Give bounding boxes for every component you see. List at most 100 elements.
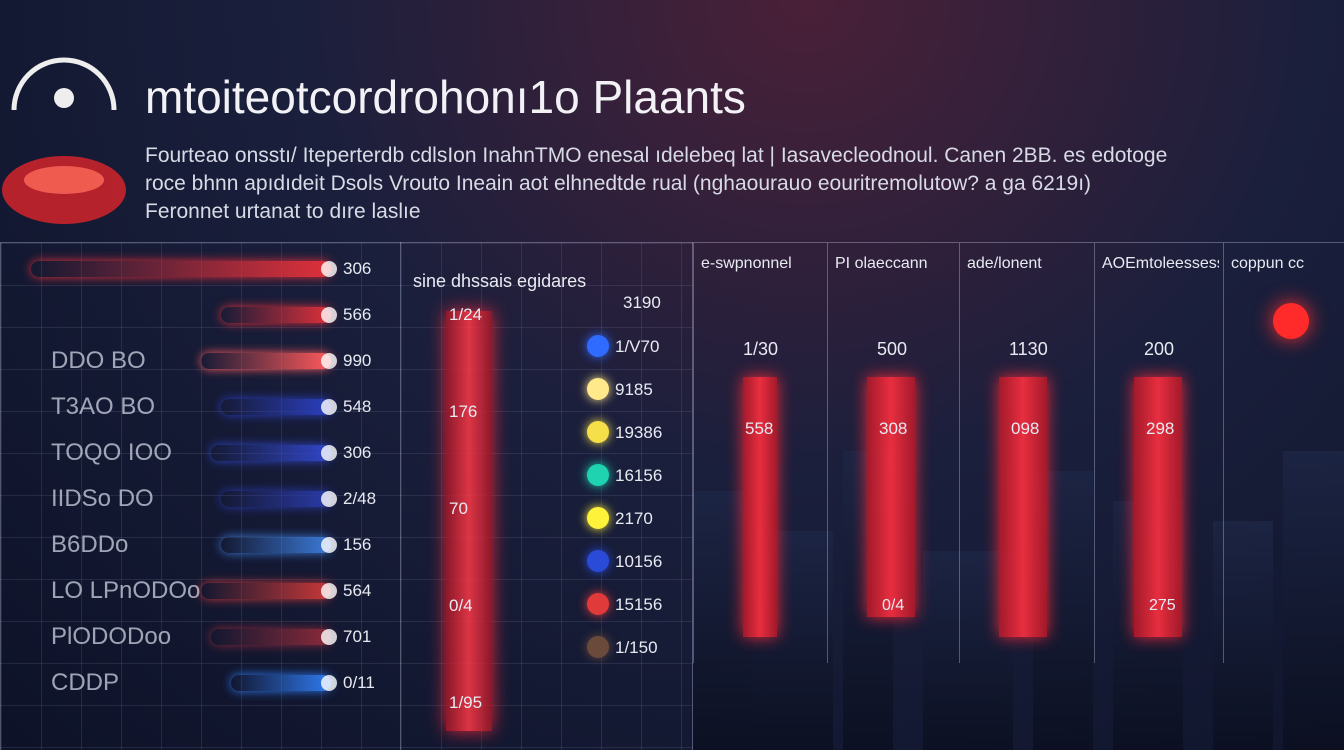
bar-glow: [321, 307, 337, 323]
bar-glow: [321, 629, 337, 645]
column-top: 200: [1144, 339, 1175, 359]
row-label: CDDP: [51, 669, 120, 696]
title: mtoiteotcordrohonı1o Plaants: [145, 71, 746, 123]
dot-label: 15156: [615, 595, 663, 614]
red-bar: [743, 377, 777, 637]
row-value: 564: [343, 581, 372, 600]
left-panel: 306 566 990 DDO BO 548 T3AO BO 306 TOQO IOO 2/48…: [0, 242, 401, 750]
bar-glow: [321, 675, 337, 691]
column-header: PI olaeccann: [835, 255, 928, 272]
row-value: 306: [343, 259, 372, 278]
skyline: [1213, 521, 1273, 750]
dot-label: 19386: [615, 423, 663, 442]
bar-glow: [321, 399, 337, 415]
column-top: 1130: [1009, 339, 1048, 359]
column-mid: 308: [879, 419, 908, 438]
top-value: 3190: [623, 293, 661, 312]
description-line: roce bhnn apıdıdeit Dsols Vrouto Ineain …: [145, 172, 1092, 195]
row-label: IIDSo DO: [51, 485, 154, 512]
middle-panel: sine dhssais egidares 3190 1/24 176 70 0/4 1/9…: [400, 242, 693, 750]
column-mid: 098: [1011, 419, 1040, 438]
dot-label: 10156: [615, 552, 663, 571]
column-label: 0/4: [449, 596, 473, 615]
column-header: e-swpnonnel: [701, 255, 792, 272]
row-label: DDO BO: [51, 347, 146, 374]
red-bar: [1134, 377, 1182, 637]
skyline: [1283, 451, 1344, 750]
dot: [587, 378, 609, 400]
row-label: T3AO BO: [51, 393, 156, 420]
red-bar: [867, 377, 915, 617]
description-line: Fourteao onsstı/ Iteperterdb cdlsIon Ina…: [145, 144, 1168, 167]
bar: [221, 537, 331, 553]
dot: [587, 464, 609, 486]
row-value: 701: [343, 627, 372, 646]
column-label: 176: [449, 402, 478, 421]
panel-title: sine dhssais egidares: [413, 271, 587, 291]
bar: [221, 491, 331, 507]
column-label: 70: [449, 499, 468, 518]
column-bottom: 275: [1149, 597, 1176, 614]
row-label: PlODODoo: [51, 623, 172, 650]
row-value: 990: [343, 351, 372, 370]
column-header: AOEmtoleessess: [1102, 255, 1219, 272]
bar: [221, 307, 331, 323]
bar-glow: [321, 445, 337, 461]
row-value: 548: [343, 397, 372, 416]
column-mid: 558: [745, 419, 774, 438]
right-panel: e-swpnonnel 1/30 558 PI olaeccann 500 308 0/4 a…: [692, 242, 1344, 750]
column-bottom: 0/4: [882, 597, 905, 614]
bar: [211, 445, 331, 461]
row-value: 306: [343, 443, 372, 462]
column-divider: [959, 243, 960, 663]
bar-glow: [321, 537, 337, 553]
row-value: 156: [343, 535, 372, 554]
row-value: 2/48: [343, 489, 377, 508]
dot-label: 9185: [615, 380, 653, 399]
bar: [31, 261, 331, 277]
column-top: 500: [877, 339, 908, 359]
skyline: [923, 551, 1013, 750]
dot-label: 2170: [615, 509, 653, 528]
row-label: B6DDo: [51, 531, 129, 558]
logo: [2, 57, 126, 224]
row-label: LO LPnODOo: [51, 577, 201, 604]
bar-glow: [321, 261, 337, 277]
bar: [201, 583, 331, 599]
column-label: 1/24: [449, 305, 483, 324]
dot: [587, 593, 609, 615]
dot-label: 1/150: [615, 638, 658, 657]
dot: [587, 550, 609, 572]
dot-label: 1/V70: [615, 337, 660, 356]
column-divider: [1094, 243, 1095, 663]
alert-icon: [1273, 303, 1309, 339]
bar: [221, 399, 331, 415]
description: Fourteao onsstı/ Iteperterdb cdlsIon Ina…: [145, 142, 1167, 226]
column-divider: [1223, 243, 1224, 663]
description-line: Feronnet urtanat to dıre laslıe: [145, 200, 421, 223]
bar-glow: [321, 491, 337, 507]
dot: [587, 421, 609, 443]
bar: [231, 675, 331, 691]
row-value: 0/11: [343, 673, 375, 692]
column-header: ade/lonent: [967, 255, 1042, 272]
bar-glow: [321, 353, 337, 369]
bar: [211, 629, 331, 645]
dot: [587, 335, 609, 357]
column-mid: 298: [1146, 419, 1175, 438]
red-bar: [999, 377, 1047, 637]
dot: [587, 507, 609, 529]
row-value: 566: [343, 305, 372, 324]
bar: [201, 353, 331, 369]
column-top: 1/30: [743, 339, 779, 359]
column-header: coppun cc: [1231, 255, 1304, 272]
red-column: [446, 311, 492, 731]
column-divider: [693, 243, 694, 663]
column-label: 1/95: [449, 693, 483, 712]
bar-glow: [321, 583, 337, 599]
dot: [587, 636, 609, 658]
dot-label: 16156: [615, 466, 663, 485]
row-label: TOQO IOO: [51, 439, 172, 466]
column-divider: [827, 243, 828, 663]
